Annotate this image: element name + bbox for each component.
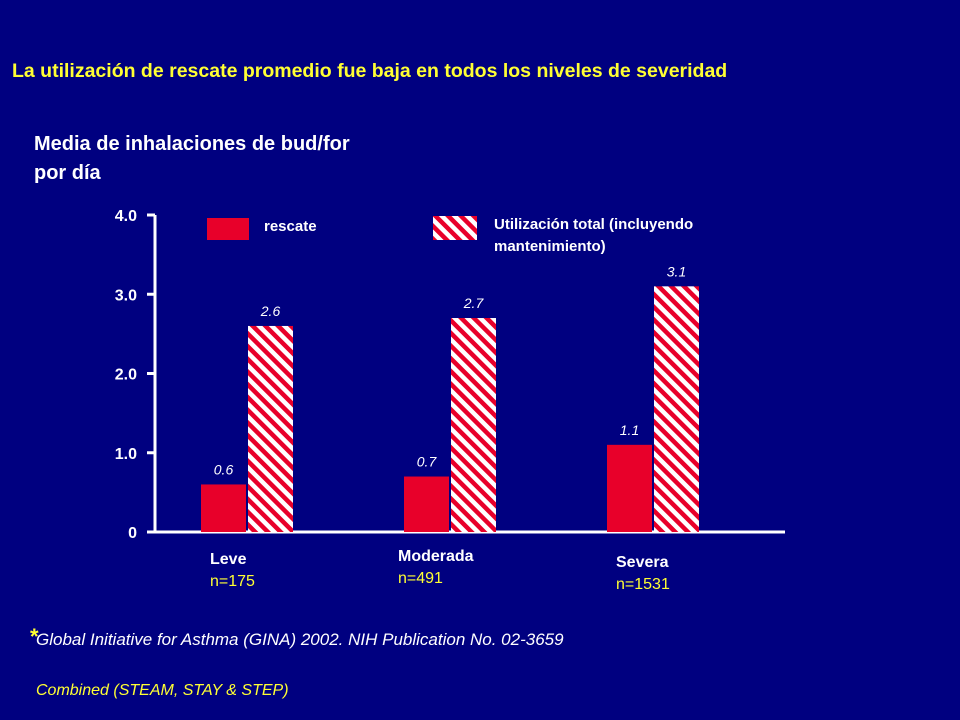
data-label: 3.1 bbox=[667, 263, 686, 279]
category-label: Severa bbox=[616, 554, 669, 571]
footnote-sub: Combined (STEAM, STAY & STEP) bbox=[36, 682, 289, 699]
data-label: 2.6 bbox=[260, 303, 281, 319]
bar-total-0 bbox=[248, 325, 293, 532]
category-moderada: Moderada n=491 bbox=[398, 546, 474, 590]
category-label: Leve bbox=[210, 551, 247, 568]
legend-swatch-rescate bbox=[207, 218, 249, 240]
y-tick-label: 0 bbox=[128, 525, 137, 542]
footnote-text: Global Initiative for Asthma (GINA) 2002… bbox=[36, 630, 564, 649]
data-label: 2.7 bbox=[463, 295, 485, 311]
legend-swatch-total bbox=[433, 216, 477, 240]
bar-total-1 bbox=[451, 318, 496, 532]
category-leve: Leve n=175 bbox=[210, 549, 255, 593]
legend-label-total: Utilización total (incluyendo mantenimie… bbox=[494, 216, 694, 255]
category-severa: Severa n=1531 bbox=[616, 552, 670, 596]
y-tick-label: 4.0 bbox=[115, 208, 137, 225]
y-tick-label: 1.0 bbox=[115, 446, 137, 463]
category-n: n=175 bbox=[210, 573, 255, 590]
category-label: Moderada bbox=[398, 548, 474, 565]
y-axis-title: Media de inhalaciones de bud/for por día bbox=[34, 133, 350, 184]
bar-total-2 bbox=[654, 286, 699, 532]
footnote-marker: * bbox=[30, 624, 39, 649]
category-n: n=491 bbox=[398, 570, 443, 587]
bar-rescate-0 bbox=[201, 484, 246, 532]
headline: La utilización de rescate promedio fue b… bbox=[12, 60, 728, 82]
y-tick-label: 3.0 bbox=[115, 287, 137, 304]
data-label: 1.1 bbox=[620, 422, 639, 438]
y-tick-label: 2.0 bbox=[115, 367, 137, 384]
category-n: n=1531 bbox=[616, 576, 670, 593]
data-label: 0.6 bbox=[214, 461, 234, 477]
bar-rescate-2 bbox=[607, 444, 652, 532]
data-label: 0.7 bbox=[417, 454, 438, 470]
legend-label-rescate: rescate bbox=[264, 218, 317, 235]
bar-rescate-1 bbox=[404, 476, 449, 532]
